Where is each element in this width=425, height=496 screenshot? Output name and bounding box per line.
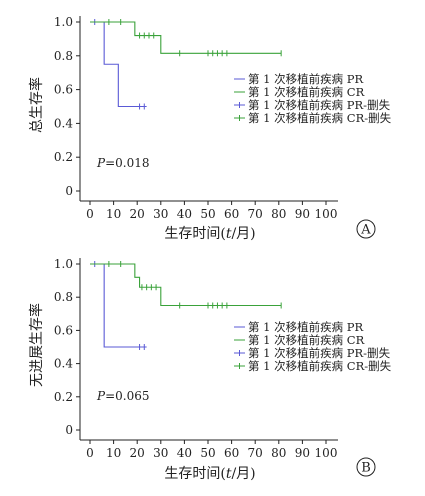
x-tick-label: 20 <box>130 446 145 460</box>
x-tick-label: 0 <box>86 446 94 460</box>
y-tick-label: 0.6 <box>54 83 73 97</box>
x-tick-label: 30 <box>153 446 168 460</box>
panel-b-legend: 第 1 次移植前疾病 PR第 1 次移植前疾病 CR第 1 次移植前疾病 PR-… <box>234 320 392 373</box>
x-tick-label: 80 <box>271 207 286 221</box>
panel-a-axes: 0 0.2 0.4 0.6 0.8 1.0 0 10 20 30 40 50 60 70 80 90 100 <box>54 15 338 221</box>
panel-b-letter-circle <box>356 457 376 477</box>
x-tick-label: 60 <box>224 207 239 221</box>
x-tick-label: 0 <box>86 207 94 221</box>
x-tick-label: 20 <box>130 207 145 221</box>
legend-label: 第 1 次移植前疾病 CR-删失 <box>248 359 392 373</box>
x-tick-label: 70 <box>248 207 263 221</box>
x-tick-label: 50 <box>200 207 215 221</box>
panel-a-overall-survival: 0 0.2 0.4 0.6 0.8 1.0 0 10 20 30 40 50 60 70 80 90 100 总… <box>28 15 392 242</box>
panel-b-letter: B <box>361 461 371 476</box>
x-tick-label: 80 <box>271 446 286 460</box>
legend-entry: 第 1 次移植前疾病 CR-删失 <box>234 111 392 125</box>
y-tick-label: 0 <box>65 184 73 198</box>
x-tick-label: 60 <box>224 446 239 460</box>
panel-b-p-value: P=0.065 <box>96 389 150 403</box>
x-tick-label: 70 <box>248 446 263 460</box>
cr-survival-curve <box>90 21 282 54</box>
legend-entry: 第 1 次移植前疾病 PR-删失 <box>234 98 391 112</box>
panel-a-letter-circle <box>356 219 376 239</box>
y-tick-label: 0.8 <box>54 290 73 304</box>
cr-survival-curve <box>90 263 282 307</box>
legend-label: 第 1 次移植前疾病 PR-删失 <box>248 98 391 112</box>
y-tick-label: 0.6 <box>54 323 73 337</box>
x-tick-label: 40 <box>177 446 192 460</box>
x-tick-label: 50 <box>200 446 215 460</box>
x-tick-label: 10 <box>106 207 121 221</box>
panel-b-progression-free-survival: 0 0.2 0.4 0.6 0.8 1.0 0 10 20 30 40 50 60 70 80 90 100 无… <box>28 257 392 482</box>
panel-a-y-axis-title: 总生存率 <box>28 77 45 133</box>
x-tick-label: 30 <box>153 207 168 221</box>
x-tick-label: 40 <box>177 207 192 221</box>
y-tick-label: 0.2 <box>54 390 73 404</box>
x-tick-label: 100 <box>315 207 338 221</box>
pr-survival-curve <box>90 21 147 108</box>
panel-a-letter: A <box>360 223 371 238</box>
legend-entry: 第 1 次移植前疾病 PR <box>234 320 364 334</box>
panel-b-y-axis-title: 无进展生存率 <box>28 303 45 387</box>
legend-entry: 第 1 次移植前疾病 PR <box>234 72 364 86</box>
legend-label: 第 1 次移植前疾病 CR <box>248 333 365 347</box>
legend-label: 第 1 次移植前疾病 PR-删失 <box>248 346 391 360</box>
legend-entry: 第 1 次移植前疾病 CR <box>234 333 365 347</box>
legend-entry: 第 1 次移植前疾病 PR-删失 <box>234 346 391 360</box>
pr-survival-curve <box>90 263 147 348</box>
panel-b-curves <box>90 261 282 350</box>
panel-a-legend: 第 1 次移植前疾病 PR第 1 次移植前疾病 CR第 1 次移植前疾病 PR-… <box>234 72 392 125</box>
legend-label: 第 1 次移植前疾病 PR <box>248 72 364 86</box>
x-tick-label: 10 <box>106 446 121 460</box>
x-tick-label: 100 <box>315 446 338 460</box>
y-tick-label: 0.4 <box>54 357 73 371</box>
panel-a-x-axis-title: 生存时间(t/月) <box>164 226 255 242</box>
legend-label: 第 1 次移植前疾病 CR <box>248 85 365 99</box>
x-tick-label: 90 <box>295 446 310 460</box>
panel-a-p-value: P=0.018 <box>96 156 150 170</box>
legend-label: 第 1 次移植前疾病 PR <box>248 320 364 334</box>
y-tick-label: 1.0 <box>54 15 73 29</box>
legend-label: 第 1 次移植前疾病 CR-删失 <box>248 111 392 125</box>
y-tick-label: 0.2 <box>54 150 73 164</box>
panel-a-curves <box>90 19 282 110</box>
y-tick-label: 1.0 <box>54 257 73 271</box>
y-tick-label: 0.4 <box>54 116 73 130</box>
panel-b-x-axis-title: 生存时间(t/月) <box>164 466 255 482</box>
y-tick-label: 0 <box>65 423 73 437</box>
y-tick-label: 0.8 <box>54 49 73 63</box>
panel-b-axes: 0 0.2 0.4 0.6 0.8 1.0 0 10 20 30 40 50 60 70 80 90 100 <box>54 257 338 460</box>
legend-entry: 第 1 次移植前疾病 CR-删失 <box>234 359 392 373</box>
x-tick-label: 90 <box>295 207 310 221</box>
legend-entry: 第 1 次移植前疾病 CR <box>234 85 365 99</box>
